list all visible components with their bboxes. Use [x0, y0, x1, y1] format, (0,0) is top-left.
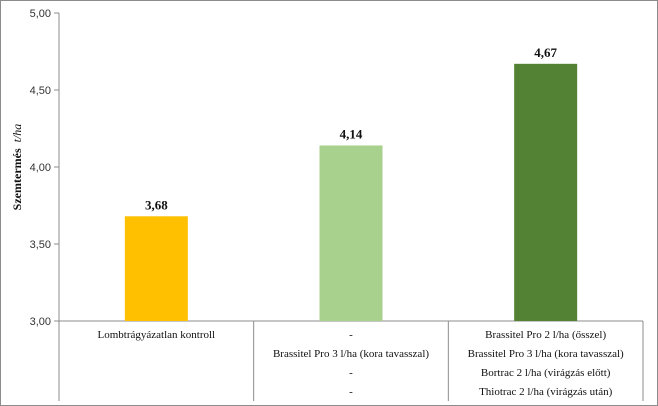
category-label-line: Brassitel Pro 3 l/ha (kora tavasszal): [468, 348, 624, 360]
category-label-line: -: [349, 367, 353, 379]
category-label-line: -: [349, 329, 353, 341]
y-axis-label-text: Szemtermés: [10, 148, 24, 210]
category-label-line: Thiotrac 2 l/ha (virágzás után): [479, 386, 613, 398]
category-label-line: -: [349, 386, 353, 398]
data-label-3: 4,67: [534, 45, 557, 60]
category-label-line: Brassitel Pro 2 l/ha (ősszel): [485, 329, 606, 341]
bar-2: [319, 145, 383, 321]
y-tick-label: 3,50: [30, 239, 51, 251]
category-label-line: Bortrac 2 l/ha (virágzás előtt): [481, 367, 611, 379]
category-label-line: Lombtrágyázatlan kontroll: [98, 329, 216, 341]
category-label-line: Brassitel Pro 3 l/ha (kora tavasszal): [273, 348, 429, 360]
y-tick-label: 4,00: [30, 162, 51, 174]
bar-1: [124, 216, 188, 321]
data-label-1: 3,68: [145, 197, 168, 212]
y-tick-label: 4,50: [30, 85, 51, 97]
y-tick-label: 3,00: [30, 316, 51, 328]
y-axis-label-unit: t/ha: [10, 124, 24, 143]
bar-3: [514, 63, 578, 321]
data-label-2: 4,14: [340, 126, 363, 141]
y-tick-label: 5,00: [30, 8, 51, 20]
y-axis-label: Szemtermés t/ha: [10, 124, 24, 211]
